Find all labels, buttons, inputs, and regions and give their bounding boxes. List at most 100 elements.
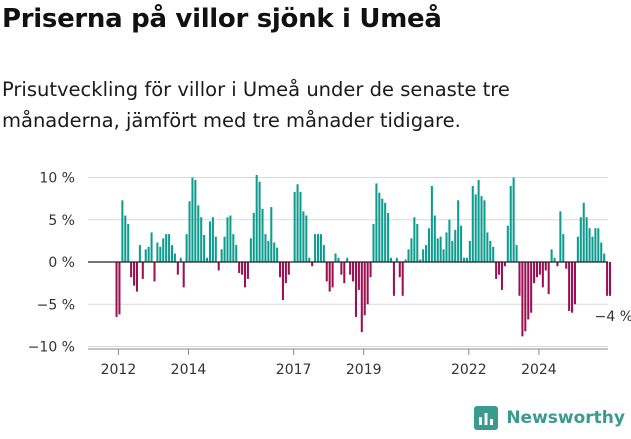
bar bbox=[527, 262, 530, 320]
bar bbox=[366, 262, 369, 305]
bar bbox=[165, 234, 168, 262]
bar bbox=[162, 238, 165, 262]
bar bbox=[448, 219, 451, 262]
bar bbox=[208, 221, 211, 262]
bar bbox=[267, 240, 270, 263]
bar bbox=[185, 234, 188, 262]
y-tick: 5 % bbox=[48, 213, 75, 229]
bar bbox=[565, 262, 568, 269]
bar bbox=[384, 202, 387, 262]
bar bbox=[518, 262, 521, 296]
bar bbox=[445, 232, 448, 262]
bar bbox=[474, 194, 477, 262]
newsworthy-chart-logo-icon bbox=[474, 406, 499, 430]
bar bbox=[571, 262, 574, 313]
bar bbox=[486, 232, 489, 262]
bar bbox=[521, 262, 524, 337]
bar bbox=[606, 262, 609, 296]
bar bbox=[296, 184, 299, 262]
bar bbox=[404, 259, 407, 262]
bar bbox=[509, 185, 512, 262]
y-axis: 10 % 5 % 0 % −5 % −10 % bbox=[28, 171, 75, 356]
bar bbox=[316, 234, 320, 262]
bar bbox=[398, 262, 401, 278]
chart-subtitle: Prisutveckling för villor i Umeå under d… bbox=[2, 78, 510, 132]
bar bbox=[600, 242, 603, 262]
bar bbox=[381, 198, 384, 263]
bar bbox=[293, 191, 296, 262]
bar bbox=[217, 262, 220, 271]
bar bbox=[279, 262, 282, 278]
bar bbox=[170, 245, 174, 262]
bar bbox=[451, 240, 454, 263]
bar bbox=[477, 180, 480, 262]
bar bbox=[241, 262, 244, 275]
bar bbox=[191, 177, 194, 262]
bar bbox=[550, 249, 553, 262]
bar bbox=[541, 262, 544, 288]
bar bbox=[462, 257, 466, 262]
bar bbox=[203, 234, 206, 262]
bar bbox=[457, 200, 460, 262]
y-tick: 0 % bbox=[48, 255, 75, 271]
bar bbox=[410, 238, 413, 262]
bar bbox=[579, 217, 582, 262]
bar bbox=[442, 249, 445, 262]
brand-name: Newsworthy bbox=[506, 408, 625, 428]
bar bbox=[608, 262, 612, 296]
bar bbox=[533, 262, 536, 284]
bar bbox=[284, 262, 287, 284]
bar bbox=[588, 228, 591, 262]
bar bbox=[530, 262, 533, 313]
bar bbox=[156, 242, 159, 262]
x-tick: 2017 bbox=[276, 349, 311, 378]
bar bbox=[232, 234, 235, 262]
bar bbox=[492, 246, 495, 262]
bar bbox=[249, 238, 252, 262]
y-tick-label: −5 % bbox=[37, 297, 75, 313]
bar bbox=[273, 242, 276, 262]
bar bbox=[603, 253, 606, 262]
bar bbox=[419, 259, 422, 262]
bar bbox=[506, 225, 509, 262]
bar bbox=[179, 257, 182, 262]
bar bbox=[305, 215, 308, 262]
x-tick-label: 2022 bbox=[451, 362, 487, 378]
chart-title: Priserna på villor sjönk i Umeå bbox=[2, 4, 442, 34]
bar bbox=[401, 262, 404, 296]
y-tick-label: −10 % bbox=[28, 340, 75, 356]
bar bbox=[547, 262, 550, 295]
bar bbox=[468, 240, 471, 263]
bar bbox=[354, 262, 357, 317]
bar bbox=[416, 223, 419, 262]
bar bbox=[194, 180, 197, 262]
bar bbox=[206, 257, 209, 262]
bar bbox=[264, 234, 267, 262]
bar bbox=[311, 262, 314, 267]
bar bbox=[363, 262, 366, 316]
bar bbox=[223, 236, 226, 262]
bar bbox=[360, 262, 363, 333]
bar bbox=[500, 262, 503, 290]
bar bbox=[281, 262, 284, 301]
bar bbox=[489, 240, 492, 263]
bar bbox=[322, 245, 325, 262]
brand-logo: Newsworthy bbox=[473, 405, 625, 431]
bar bbox=[357, 262, 360, 290]
bar bbox=[515, 245, 518, 262]
bar bbox=[395, 257, 398, 262]
bar bbox=[220, 249, 223, 262]
bar bbox=[427, 228, 430, 262]
x-tick: 2019 bbox=[346, 349, 382, 378]
bar bbox=[591, 236, 594, 262]
bar bbox=[118, 262, 121, 315]
bar bbox=[133, 262, 136, 286]
bar bbox=[553, 257, 556, 262]
bar bbox=[200, 217, 203, 262]
bar bbox=[346, 257, 349, 262]
bar bbox=[556, 262, 559, 267]
bar bbox=[389, 257, 393, 262]
bar bbox=[495, 262, 498, 279]
